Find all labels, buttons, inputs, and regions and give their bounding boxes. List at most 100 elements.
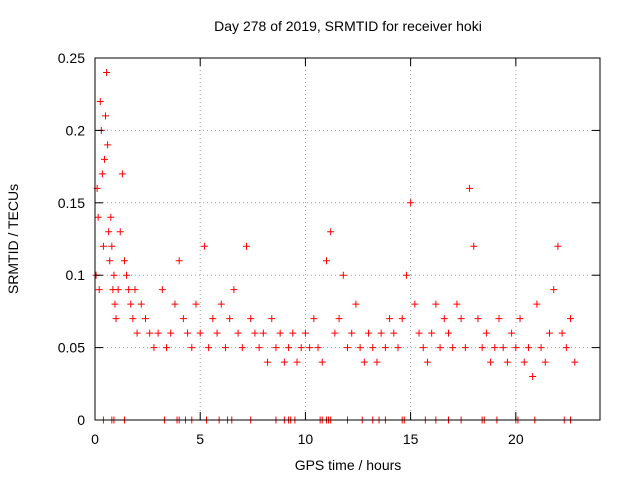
data-point [390, 329, 398, 337]
data-point [436, 344, 444, 352]
data-point [482, 329, 490, 337]
data-point [272, 344, 280, 352]
data-point [487, 358, 495, 366]
data-point [314, 344, 322, 352]
data-point [524, 344, 532, 352]
data-point [293, 358, 301, 366]
data-point [550, 286, 558, 294]
data-point [322, 257, 330, 265]
y-tick-label: 0.25 [58, 50, 85, 66]
data-point [558, 329, 566, 337]
data-point [285, 344, 293, 352]
data-point [94, 213, 102, 221]
data-point [167, 329, 175, 337]
y-tick-label: 0.1 [66, 267, 86, 283]
data-point [200, 242, 208, 250]
data-point [131, 286, 139, 294]
data-point [516, 315, 524, 323]
data-point [175, 257, 183, 265]
data-point [386, 315, 394, 323]
data-point [537, 344, 545, 352]
data-point [103, 68, 111, 76]
x-tick-label: 0 [91, 431, 99, 447]
data-point [106, 257, 114, 265]
data-point [327, 228, 335, 236]
data-point [107, 213, 115, 221]
y-tick-label: 0 [77, 412, 85, 428]
data-point [428, 329, 436, 337]
data-point [373, 358, 381, 366]
data-point [306, 344, 314, 352]
data-point [251, 329, 259, 337]
data-point [339, 271, 347, 279]
data-point [98, 170, 106, 178]
data-point [457, 315, 465, 323]
data-point [110, 271, 118, 279]
data-point [276, 329, 284, 337]
data-point [567, 315, 575, 323]
data-point [571, 358, 579, 366]
x-tick-label: 5 [196, 431, 204, 447]
x-tick-label: 20 [508, 431, 524, 447]
data-point [114, 286, 122, 294]
data-point [150, 344, 158, 352]
data-point [445, 329, 452, 337]
data-point [365, 329, 373, 337]
data-point [188, 344, 196, 352]
data-point [120, 257, 128, 265]
data-point [344, 344, 351, 352]
data-point [268, 315, 276, 323]
data-point [419, 344, 427, 352]
data-point [171, 300, 179, 308]
data-point [137, 300, 145, 308]
data-point [226, 315, 234, 323]
data-point [123, 271, 131, 279]
data-point [331, 329, 339, 337]
x-tick-label: 10 [298, 431, 314, 447]
y-tick-label: 0.2 [66, 122, 86, 138]
data-point [411, 300, 419, 308]
data-point [100, 155, 108, 163]
data-point [280, 358, 288, 366]
data-point [495, 315, 503, 323]
y-axis-title: SRMTID / TECUs [5, 184, 21, 294]
data-point [213, 329, 221, 337]
data-point [369, 344, 377, 352]
data-point [217, 300, 225, 308]
data-point [474, 315, 482, 323]
data-point [243, 242, 250, 250]
data-point [301, 329, 309, 337]
data-point [192, 300, 200, 308]
data-point [234, 329, 242, 337]
data-point [512, 344, 520, 352]
data-point [348, 329, 356, 337]
data-point [221, 344, 229, 352]
data-point [546, 329, 553, 337]
data-point [541, 358, 549, 366]
data-points [92, 68, 579, 424]
x-axis-title: GPS time / hours [295, 457, 402, 473]
data-point [118, 170, 126, 178]
data-point [238, 344, 246, 352]
plot-frame [94, 57, 601, 421]
data-point [520, 358, 528, 366]
data-point [209, 315, 217, 323]
data-point [415, 329, 423, 337]
data-point [102, 112, 110, 120]
data-point [205, 344, 213, 352]
data-point [394, 344, 402, 352]
data-point [142, 315, 149, 323]
data-point [96, 97, 104, 105]
data-point [259, 329, 267, 337]
data-point [508, 329, 516, 337]
grid [95, 58, 600, 420]
data-point [360, 358, 368, 366]
data-point [533, 300, 541, 308]
data-point [423, 358, 431, 366]
data-point [466, 184, 474, 192]
data-point [179, 315, 187, 323]
x-tick-label: 15 [403, 431, 419, 447]
data-point [196, 329, 204, 337]
axes: 0 0.05 0.1 0.15 0.2 0.25 0 5 10 15 20 [58, 50, 600, 447]
data-point [154, 329, 162, 337]
